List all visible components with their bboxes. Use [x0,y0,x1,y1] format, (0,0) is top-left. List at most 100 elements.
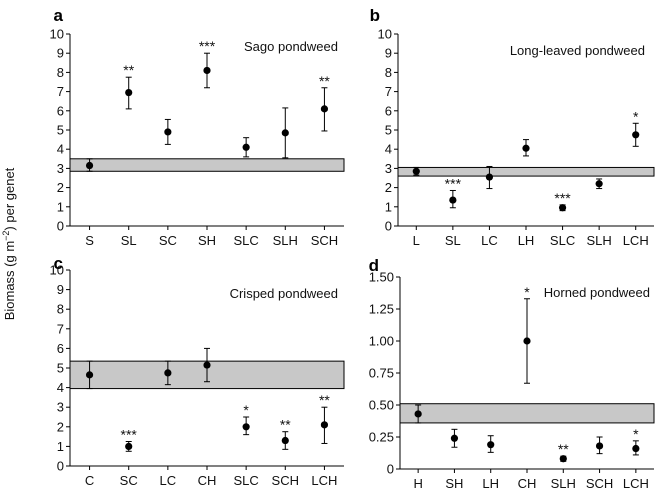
x-tick-label: SLH [551,476,576,488]
x-tick-label: SH [198,233,216,248]
y-tick-label: 2 [57,180,64,195]
data-point [242,423,250,431]
y-tick-label: 4 [57,380,64,395]
x-tick-label: S [85,233,94,248]
data-point [164,369,172,377]
data-point [414,410,422,418]
x-tick-label: SLH [586,233,611,248]
x-tick-label: LCH [623,233,649,248]
y-tick-label: 6 [57,103,64,118]
y-tick-label: 10 [50,27,64,42]
data-point [558,204,567,212]
x-tick-label: LC [481,233,498,248]
y-tick-label: 9 [57,46,64,61]
x-tick-label: CH [518,476,537,488]
data-point [595,442,604,450]
panel-c: 0 1 2 3 4 5 6 7 8 9 10 C SC *** LC CH SLC * SCH ** LCH ** c Cri… [50,254,345,488]
y-axis-label: Biomass (g m−2) per genet [1,167,17,320]
data-point [320,421,329,429]
y-tick-label: 10 [50,263,64,278]
y-tick-label: 10 [378,27,392,42]
significance-label: * [633,426,639,442]
baseline-band [69,158,345,172]
data-point [281,129,289,137]
data-point [164,128,172,136]
significance-label: ** [319,73,330,89]
panel-label: d [369,256,379,275]
data-point [320,105,329,113]
y-tick-label: 0 [385,219,392,234]
x-tick-label: SH [445,476,463,488]
y-tick-label: 5 [57,361,64,376]
data-point [522,144,530,152]
x-tick-label: L [413,233,420,248]
y-tick-label: 1 [385,199,392,214]
y-tick-label: 1.50 [369,270,394,285]
x-tick-label: SLH [273,233,298,248]
data-point [85,371,94,379]
y-tick-label: 6 [57,341,64,356]
significance-label: * [243,402,249,418]
y-tick-label: 0 [57,219,64,234]
significance-label: *** [121,427,138,443]
panel-title: Crisped pondweed [230,286,338,301]
y-tick-label: 7 [57,321,64,336]
data-point [203,361,211,369]
x-tick-label: SCH [586,476,613,488]
y-tick-label: 0 [387,462,394,477]
data-point [485,173,494,181]
panel-a: 0 1 2 3 4 5 6 7 8 9 10 S SL ** SC SH *** SLC SLH SCH ** a Sago… [50,6,345,248]
panel-title: Horned pondweed [544,285,650,300]
x-tick-label: H [413,476,422,488]
x-tick-label: SLC [550,233,575,248]
panel-label: b [370,6,380,25]
panel-b: 0 1 2 3 4 5 6 7 8 9 10 L SL *** LC LH SLC *** SLH LCH * b Long… [370,6,655,248]
x-tick-label: LH [482,476,499,488]
y-tick-label: 9 [385,46,392,61]
significance-label: *** [554,190,571,206]
panel-d: 0 0.25 0.50 0.75 1.00 1.25 1.50 H SH LH CH * SLH ** SC… [369,256,655,488]
data-point [632,131,640,139]
y-tick-label: 4 [385,142,392,157]
y-tick-label: 7 [57,84,64,99]
panel-title: Long-leaved pondweed [510,43,645,58]
y-tick-label: 2 [385,180,392,195]
panel-label: c [54,254,63,273]
y-tick-label: 0 [57,459,64,474]
y-tick-label: 2 [57,419,64,434]
y-tick-label: 8 [57,302,64,317]
y-tick-label: 6 [385,103,392,118]
data-point [559,455,567,463]
y-tick-label: 5 [57,123,64,138]
x-tick-label: SLC [233,233,258,248]
data-point [632,444,640,453]
x-tick-label: SCH [272,473,299,488]
data-point [595,180,603,188]
x-tick-label: CH [198,473,217,488]
y-tick-label: 5 [385,123,392,138]
y-tick-label: 1.00 [369,334,394,349]
panel-label: a [54,6,64,25]
y-tick-label: 3 [385,161,392,176]
y-tick-label: 0.75 [369,366,394,381]
x-tick-label: SL [121,233,137,248]
y-tick-label: 1 [57,199,64,214]
x-tick-label: LCH [311,473,337,488]
y-axis-label-suffix: ) per genet [2,167,17,230]
data-point [242,143,250,151]
x-tick-label: SLC [233,473,258,488]
data-point [449,196,457,204]
significance-label: * [633,108,639,124]
data-point [523,337,531,345]
y-tick-label: 1 [57,439,64,454]
significance-label: *** [445,175,462,191]
x-tick-label: SC [120,473,138,488]
y-axis-label-prefix: Biomass (g m [2,241,17,320]
data-point [450,434,459,442]
significance-label: ** [280,417,291,433]
x-tick-label: SL [445,233,461,248]
data-point [125,88,133,97]
data-point [412,167,420,175]
data-point [203,66,211,75]
